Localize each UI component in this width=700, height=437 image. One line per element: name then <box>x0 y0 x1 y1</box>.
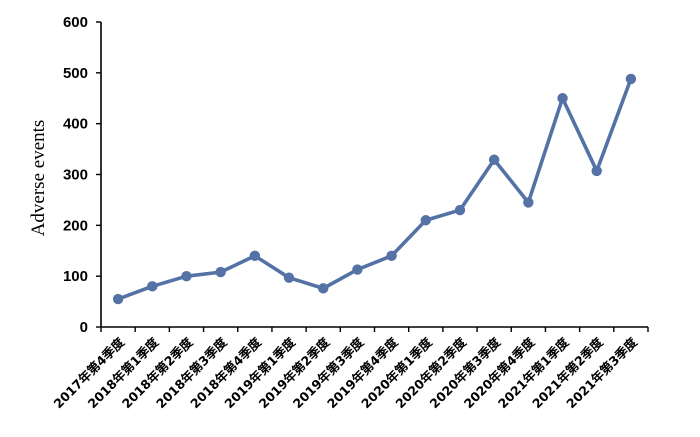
data-point <box>147 281 158 292</box>
data-point <box>591 165 602 177</box>
y-axis-title: Adverse events <box>28 120 49 237</box>
x-axis-ticks: 2017年第4季度2018年第1季度2018年第2季度2018年第3季度2018… <box>50 327 649 411</box>
data-point <box>283 272 295 283</box>
y-tick-label: 500 <box>63 65 88 82</box>
y-tick-label: 600 <box>63 14 88 31</box>
data-point <box>181 270 192 282</box>
data-point <box>352 264 363 275</box>
data-point <box>557 93 568 104</box>
data-point <box>318 283 329 294</box>
series-group <box>112 73 637 305</box>
data-point <box>420 215 431 226</box>
data-point <box>454 204 466 216</box>
data-point <box>112 293 124 305</box>
y-tick-label: 100 <box>63 268 88 285</box>
y-axis-ticks: 0 100 200 300 400 500 600 <box>63 14 101 336</box>
y-tick-label: 200 <box>63 217 88 234</box>
axes <box>100 22 648 328</box>
y-tick-label: 0 <box>80 319 88 336</box>
y-tick-label: 300 <box>63 167 88 184</box>
data-point <box>488 154 500 165</box>
y-tick-label: 400 <box>63 116 88 133</box>
data-point <box>625 73 637 85</box>
data-point <box>523 197 534 208</box>
data-point <box>249 250 261 262</box>
data-point <box>386 250 397 262</box>
series-line <box>116 77 633 301</box>
data-point <box>215 266 226 278</box>
